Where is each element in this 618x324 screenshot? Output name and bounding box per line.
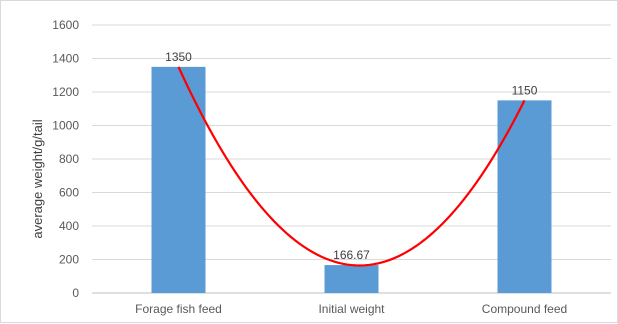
- bar: [151, 66, 206, 293]
- y-axis-ticks: 0 200 400 600 800 1000 1200 1400 1600: [52, 18, 79, 300]
- y-tick-label: 600: [59, 186, 79, 200]
- y-tick-label: 800: [59, 152, 79, 166]
- x-tick-label: Initial weight: [318, 302, 385, 316]
- y-tick-label: 1200: [52, 85, 79, 99]
- trend-curve: [177, 66, 526, 267]
- y-tick-label: 1600: [52, 18, 79, 32]
- y-tick-label: 1400: [52, 52, 79, 66]
- data-label: 1350: [165, 50, 192, 64]
- data-labels: 1350 166.67 1150: [165, 50, 538, 262]
- y-tick-label: 0: [72, 286, 79, 300]
- x-tick-label: Forage fish feed: [135, 302, 222, 316]
- data-label: 166.67: [333, 248, 370, 262]
- data-label: 1150: [512, 83, 538, 97]
- x-tick-label: Compound feed: [482, 302, 567, 316]
- y-tick-label: 1000: [52, 119, 79, 133]
- x-axis-ticks: Forage fish feed Initial weight Compound f…: [135, 302, 567, 316]
- trend-curve-group: [177, 66, 526, 267]
- y-tick-label: 400: [59, 219, 79, 233]
- bar: [497, 100, 552, 293]
- y-axis-label: average weight/g/tail: [30, 119, 45, 238]
- bar: [324, 265, 379, 293]
- y-tick-label: 200: [59, 253, 79, 267]
